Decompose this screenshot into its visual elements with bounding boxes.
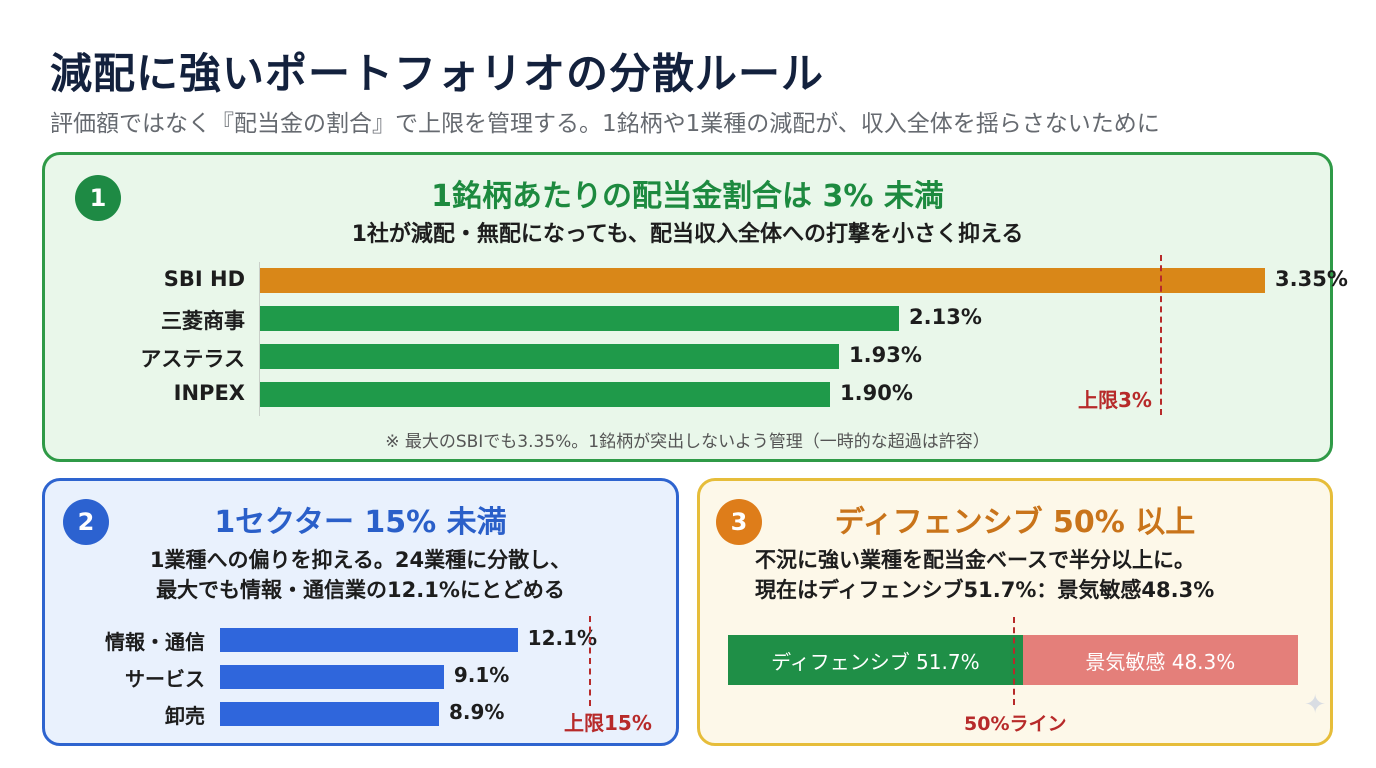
rule3-description-line2: 現在はディフェンシブ51.7%：景気敏感48.3% [755,578,1215,602]
chart1-bar [260,306,899,331]
rule1-number-badge: 1 [75,175,121,221]
chart2-bar [220,702,439,726]
rule3-number-badge: 3 [716,499,762,545]
rule2-description-line1: 1業種への偏りを抑える。24業種に分散し、 [149,548,572,572]
rule2-description-line2: 最大でも情報・通信業の12.1%にとどめる [156,578,565,602]
chart1-bar [260,268,1265,293]
rule3-description-line1: 不況に強い業種を配当金ベースで半分以上に。 [755,548,1195,572]
chart2-value-label: 8.9% [448,700,505,724]
chart1-category-label: 三菱商事 [161,309,245,333]
chart2-value-label: 9.1% [453,663,510,687]
rule2-number-badge: 2 [63,499,109,545]
chart2-bar [220,665,444,689]
chart2-threshold-line [589,616,591,706]
page-subtitle: 評価額ではなく『配当金の割合』で上限を管理する。1銘柄や1業種の減配が、収入全体… [50,111,1160,137]
rule1-note: ※ 最大のSBIでも3.35%。1銘柄が突出しないよう管理（一時的な超過は許容） [385,432,990,452]
chart2-bar [220,628,518,652]
rule1-title: 1銘柄あたりの配当金割合は 3% 未満 [431,179,944,214]
rule1-description: 1社が減配・無配になっても、配当収入全体への打撃を小さく抑える [351,222,1024,247]
rule2-panel: 2 1セクター 15% 未満 1業種への偏りを抑える。24業種に分散し、 最大で… [42,478,679,746]
chart2-category-label: 情報・通信 [105,630,205,654]
rule2-title: 1セクター 15% 未満 [214,505,507,540]
chart1-value-label: 1.93% [849,343,922,367]
chart1-threshold-line [1160,255,1162,415]
chart1-category-label: SBI HD [163,267,245,291]
chart1-value-label: 3.35% [1275,267,1348,291]
chart2-category-label: サービス [125,667,205,691]
rule3-panel: 3 ディフェンシブ 50% 以上 不況に強い業種を配当金ベースで半分以上に。 現… [697,478,1333,746]
rule1-limit-label: 上限3% [1078,388,1152,412]
rule3-line-label: 50%ライン [964,713,1067,735]
chart1-value-label: 2.13% [909,305,982,329]
rule1-panel: 1 1銘柄あたりの配当金割合は 3% 未満 1社が減配・無配になっても、配当収入… [42,152,1348,462]
chart1-category-label: INPEX [173,381,245,405]
chart2-category-label: 卸売 [165,704,205,728]
chart1-bar [260,344,839,369]
chart1-category-label: アステラス [140,347,245,371]
chart1-bar [260,382,830,407]
chart1-axis-line [259,262,260,416]
chart3-segment: 景気敏感 48.3% [1022,635,1298,685]
sparkle-icon: ✦ [1304,690,1326,720]
rule2-limit-label: 上限15% [564,711,652,735]
chart3-threshold-line [1013,617,1015,705]
chart1-value-label: 1.90% [840,381,913,405]
page-title: 減配に強いポートフォリオの分散ルール [50,49,825,98]
chart3-segment: ディフェンシブ 51.7% [728,635,1023,685]
chart2-value-label: 12.1% [527,626,598,650]
rule3-title: ディフェンシブ 50% 以上 [834,505,1196,540]
